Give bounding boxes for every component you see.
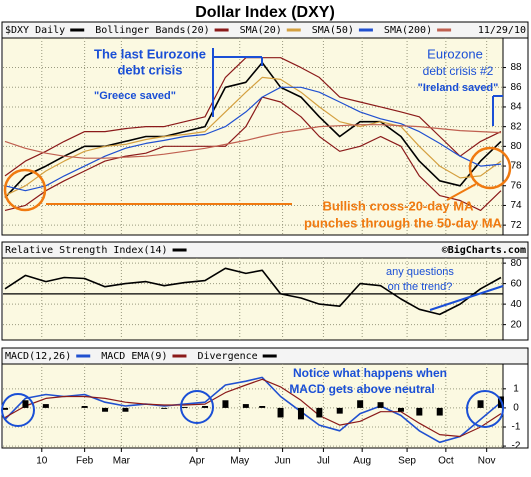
y-tick-label: 88 xyxy=(510,62,522,73)
y-tick-label: 80 xyxy=(510,141,522,152)
x-tick-label: May xyxy=(230,456,249,467)
annotation: debt crisis xyxy=(117,62,182,77)
series-line xyxy=(4,124,502,159)
x-tick-label: Feb xyxy=(76,456,94,467)
bar xyxy=(81,406,88,408)
highlight-circle xyxy=(180,390,214,424)
x-tick-label: Jul xyxy=(317,456,330,467)
y-tick-label: 1 xyxy=(513,383,519,394)
callout-line xyxy=(446,183,477,201)
annotation: The last Eurozone xyxy=(94,46,206,61)
series-line xyxy=(4,376,502,444)
x-tick-label: 10 xyxy=(36,456,48,467)
annotation: debt crisis #2 xyxy=(423,64,494,78)
x-tick-label: Oct xyxy=(438,456,454,467)
annotation: Bullish cross-20-day MA xyxy=(323,198,475,213)
bar xyxy=(102,407,109,412)
highlight-circle xyxy=(1,393,35,427)
bar xyxy=(202,406,209,408)
bar xyxy=(357,400,364,408)
x-tick-label: Jun xyxy=(275,456,291,467)
y-tick-label: 0 xyxy=(513,403,519,414)
series-line xyxy=(4,378,502,438)
date-label: 11/29/10 xyxy=(478,25,526,36)
legend-label: $DXY Daily xyxy=(5,25,65,36)
legend-label: MACD(12,26) xyxy=(5,351,71,362)
highlight-circle xyxy=(468,146,512,190)
annotation: on the trend? xyxy=(388,281,453,293)
bar xyxy=(2,407,9,410)
panel-frame xyxy=(1,257,529,341)
y-tick-label: 78 xyxy=(510,161,522,172)
legend-label: Bollinger Bands(20) xyxy=(95,25,209,36)
series-line xyxy=(4,61,502,199)
highlight-circle xyxy=(3,168,47,212)
y-tick-label: 86 xyxy=(510,82,522,93)
axis-strip xyxy=(503,38,528,235)
bar xyxy=(42,404,49,408)
annotation: MACD gets above neutral xyxy=(289,382,434,396)
legend-label: SMA(20) xyxy=(240,25,282,36)
bar xyxy=(222,400,229,408)
series-line xyxy=(4,86,502,192)
trend-line xyxy=(429,285,504,311)
x-tick-label: Nov xyxy=(478,456,496,467)
bar xyxy=(416,407,423,416)
y-tick-label: 20 xyxy=(510,319,522,330)
y-tick-label: 76 xyxy=(510,180,522,191)
chart-title: Dollar Index (DXY) xyxy=(195,4,335,21)
y-tick-label: 80 xyxy=(510,258,522,269)
y-tick-label: 72 xyxy=(510,220,522,231)
annotation: Notice what happens when xyxy=(293,366,447,380)
x-tick-label: Sep xyxy=(398,456,416,467)
annotation: "Greece saved" xyxy=(94,90,176,102)
annotation: punches through the 50-day MA xyxy=(304,215,503,230)
bar xyxy=(397,407,404,412)
y-tick-label: -2 xyxy=(512,441,521,452)
panel-frame xyxy=(1,37,529,236)
y-tick-label: 74 xyxy=(510,200,522,211)
bar xyxy=(316,407,323,418)
series-line xyxy=(4,267,502,316)
bar xyxy=(436,407,443,416)
bar xyxy=(336,407,343,414)
source-label: ©BigCharts.com xyxy=(442,244,526,256)
bar xyxy=(297,407,304,420)
legend-label: SMA(50) xyxy=(312,25,354,36)
legend-label: Relative Strength Index(14) xyxy=(5,245,168,256)
x-tick-label: Apr xyxy=(189,456,205,467)
y-tick-label: 60 xyxy=(510,278,522,289)
bar xyxy=(377,402,384,408)
y-tick-label: 40 xyxy=(510,299,522,310)
x-tick-label: Aug xyxy=(353,456,371,467)
series-line xyxy=(4,96,502,211)
bar xyxy=(181,406,188,408)
legend-label: Divergence xyxy=(197,351,257,362)
axis-strip xyxy=(503,258,528,340)
annotation: any questions xyxy=(386,266,454,278)
legend-label: SMA(200) xyxy=(384,25,432,36)
bar xyxy=(477,400,484,408)
y-tick-label: -1 xyxy=(512,422,521,433)
annotation: Eurozone xyxy=(427,46,483,61)
y-tick-label: 84 xyxy=(510,102,522,113)
annotation-shapes xyxy=(1,48,512,428)
bar xyxy=(161,407,168,409)
bar xyxy=(259,406,266,408)
bar xyxy=(277,407,284,418)
bar xyxy=(122,407,129,412)
highlight-circle xyxy=(466,390,504,428)
y-tick-label: 82 xyxy=(510,121,522,132)
legend-label: MACD EMA(9) xyxy=(101,351,167,362)
bar xyxy=(22,400,29,408)
bar xyxy=(242,404,249,408)
annotation: "Ireland saved" xyxy=(418,82,499,94)
axis-strip xyxy=(503,364,528,448)
x-tick-label: Mar xyxy=(113,456,131,467)
series-line xyxy=(4,76,502,197)
data-layer: 72 74 76 78 80 82 84 86 88 $DXY Daily Bollinger Ba… xyxy=(1,21,529,467)
plot-area xyxy=(3,38,503,235)
